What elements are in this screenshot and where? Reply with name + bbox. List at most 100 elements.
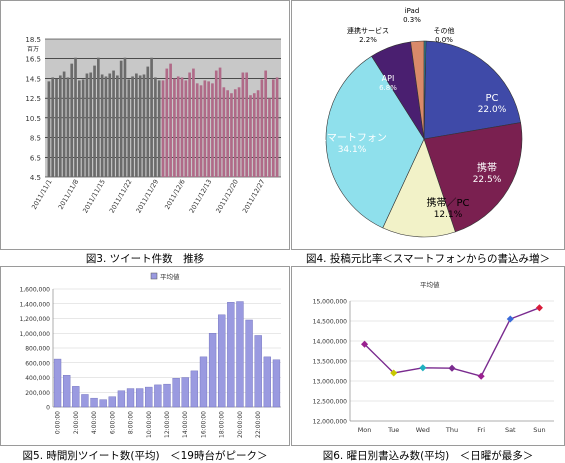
legend-label: 平均値	[160, 272, 180, 281]
panel-tweet-trend: 4.5 6.5 8.5 10.5 12.5 14.5 16.5 18.5 百万 2011/11/1…	[0, 0, 290, 250]
bar	[172, 378, 180, 408]
y-tick-label: 8.5	[30, 135, 41, 143]
y-tick-label: 1,400,000	[19, 301, 50, 308]
slice-value-label: 0.3%	[403, 16, 421, 24]
y-tick-label: 13,500,000	[313, 359, 348, 366]
bar	[123, 57, 127, 177]
x-tick-label: 4:00:00	[91, 411, 98, 434]
bar	[184, 80, 188, 177]
slice-name-label: PC	[485, 93, 498, 104]
caption-source-ratio: 図4. 投稿元比率＜スマートフォンからの書込み増＞	[305, 253, 551, 265]
bar	[268, 98, 271, 177]
x-tick-label: Thu	[445, 426, 458, 434]
bar	[99, 399, 107, 408]
y-tick-label: 0	[46, 405, 50, 412]
x-tick-label: 2011/11/15	[81, 178, 107, 214]
bar	[192, 68, 195, 177]
y-tick-label: 1,200,000	[19, 316, 50, 323]
slice-value-label: 2.2%	[359, 36, 377, 44]
bar	[126, 388, 135, 408]
data-point	[535, 304, 543, 312]
bar	[117, 390, 126, 408]
bar	[112, 70, 115, 177]
y-tick-label: 15,000,000	[313, 299, 348, 306]
bar	[236, 301, 244, 408]
slice-name-label: 連携サービス	[347, 26, 389, 35]
bar	[157, 80, 161, 177]
bar	[190, 370, 199, 408]
legend-swatch	[150, 272, 158, 280]
bar	[211, 83, 214, 177]
bar	[116, 75, 119, 177]
y-tick-label: 12.5	[25, 95, 41, 103]
bar	[135, 388, 144, 408]
x-tick-label: 2011/12/20	[214, 178, 240, 214]
bar	[131, 76, 134, 177]
slice-value-label: 6.8%	[379, 84, 397, 92]
slice-name-label: その他	[434, 26, 455, 35]
slice-value-label: 22.0%	[478, 105, 507, 115]
bar	[180, 77, 184, 177]
bar	[145, 386, 153, 408]
bar	[222, 87, 226, 177]
bar	[199, 85, 203, 177]
bar	[271, 79, 275, 177]
bar	[252, 93, 256, 177]
bar	[254, 335, 262, 408]
bar	[77, 80, 81, 177]
caption-weekday: 図6. 曜日別書込み数(平均) ＜日曜が最多＞	[322, 450, 534, 462]
bar	[154, 384, 162, 408]
data-point	[390, 369, 398, 377]
bar	[85, 73, 89, 177]
bar	[233, 89, 237, 177]
bar	[47, 81, 51, 177]
bar	[58, 75, 62, 177]
x-tick-label: 2011/11/8	[57, 178, 81, 211]
x-tick-label: 2011/12/6	[163, 178, 187, 211]
bar	[119, 60, 123, 177]
bar	[89, 72, 93, 177]
data-point	[419, 364, 427, 372]
bar	[142, 74, 146, 177]
x-tick-label: 22:00:00	[255, 411, 262, 438]
bar	[93, 65, 96, 177]
bar	[74, 57, 77, 177]
x-tick-label: 12:00:00	[164, 411, 171, 438]
data-point	[477, 372, 485, 380]
x-tick-label: 10:00:00	[146, 411, 153, 438]
y-tick-label: 800,000	[25, 346, 50, 353]
y-tick-label: 400,000	[25, 375, 50, 382]
pie-slice	[382, 138, 456, 238]
slice-name-label: iPad	[405, 7, 420, 15]
bar	[207, 81, 210, 177]
bar	[272, 359, 281, 408]
y-tick-label: 14,500,000	[313, 319, 348, 326]
slice-value-label: 34.1%	[338, 145, 367, 155]
bar	[188, 72, 191, 177]
y-tick-label: 18.5	[25, 36, 41, 44]
y-tick-label: 16.5	[25, 56, 41, 64]
panel-hourly: 平均値 0 200,000 400,000 600,000 800,000 1,000,00…	[0, 266, 290, 446]
legend-label: 平均値	[420, 280, 440, 289]
bar	[173, 78, 176, 177]
slice-name-label: API	[382, 74, 395, 83]
y-tick-label: 14,000,000	[313, 339, 348, 346]
panel-source-ratio: PC 22.0% 携帯 22.5% 携帯／PC 12.1% スマートフォン 34.1% API 6…	[291, 0, 565, 250]
bar	[241, 72, 245, 177]
bar	[176, 76, 180, 177]
bar	[127, 79, 131, 177]
bar	[81, 79, 85, 177]
y-tick-label: 200,000	[25, 390, 50, 397]
x-tick-label: Mon	[358, 426, 372, 434]
x-tick-label: 2:00:00	[73, 411, 80, 434]
x-tick-label: 2011/11/22	[108, 178, 134, 214]
unit-label: 百万	[27, 46, 39, 53]
x-tick-label: 2011/11/1	[30, 178, 54, 211]
slice-name-label: スマートフォン	[317, 133, 387, 144]
x-tick-label: 8:00:00	[128, 411, 135, 434]
bar	[249, 95, 252, 177]
y-tick-label: 600,000	[25, 360, 50, 367]
bar	[203, 80, 207, 177]
bar	[53, 358, 62, 408]
